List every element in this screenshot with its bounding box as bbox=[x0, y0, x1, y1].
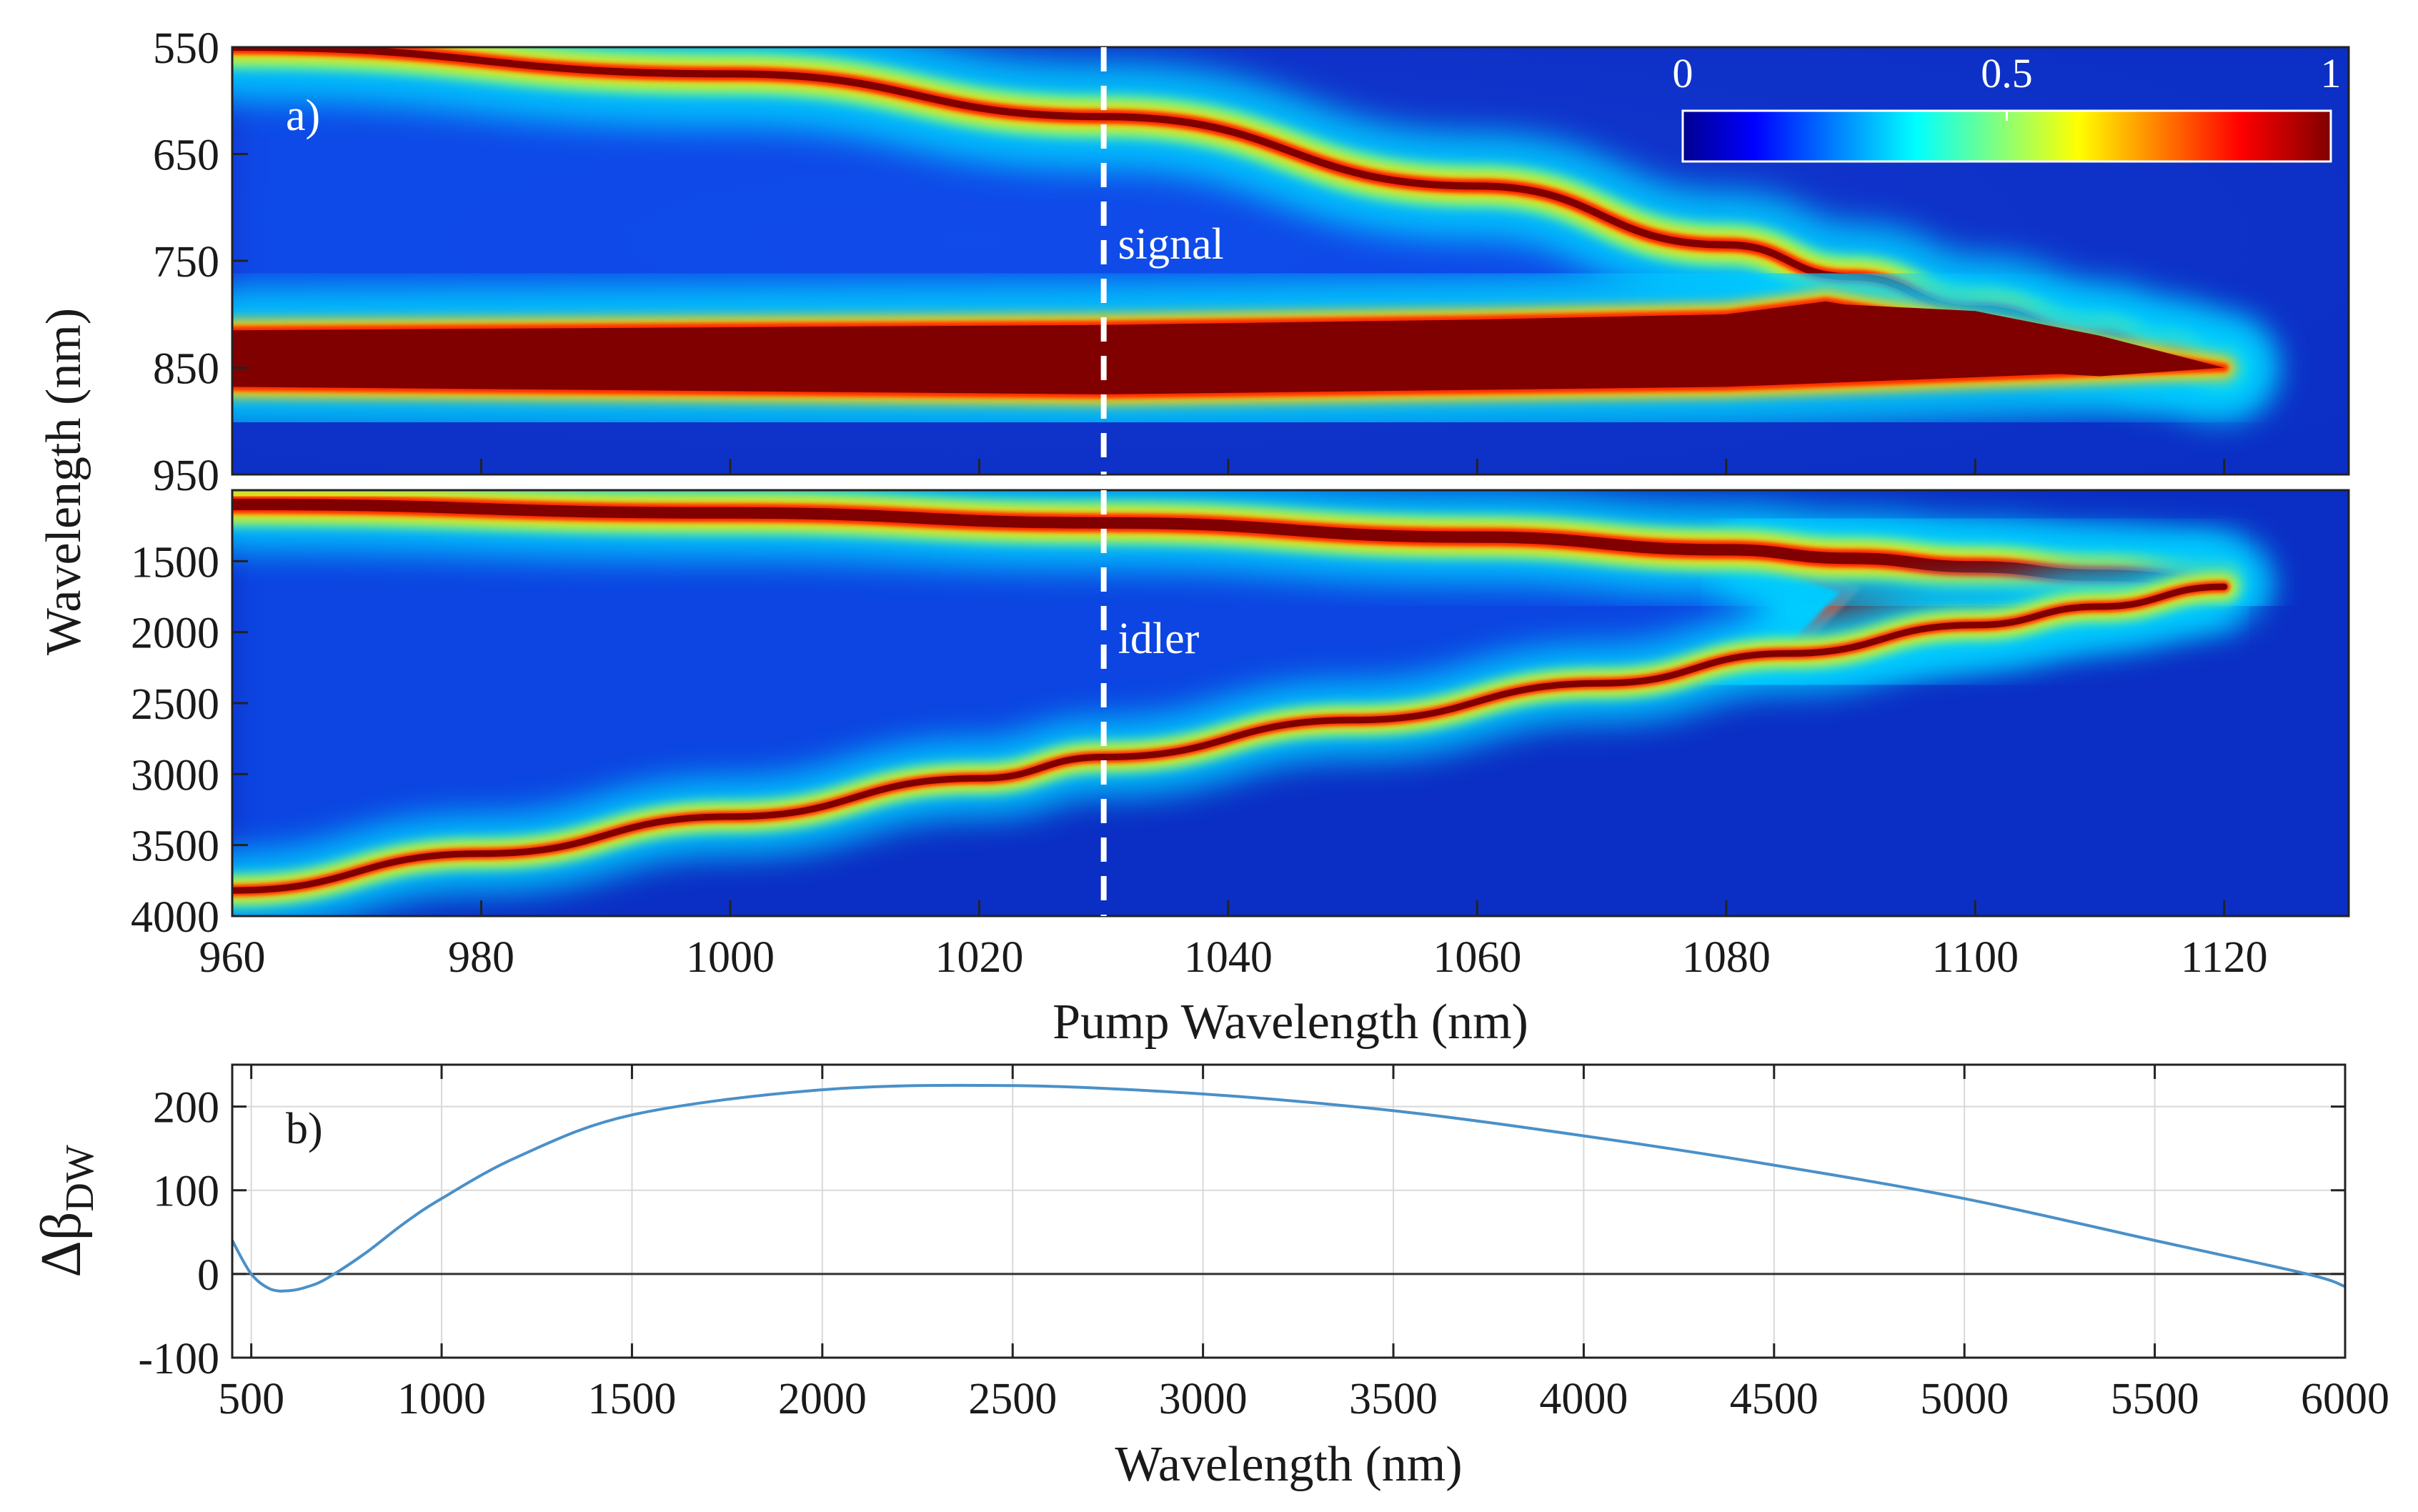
x-tick-label-b: 5500 bbox=[2111, 1375, 2199, 1423]
y-tick-label-b: 100 bbox=[153, 1168, 219, 1216]
x-tick-label-b: 4000 bbox=[1539, 1375, 1628, 1423]
colorbar-tick-label: 1 bbox=[2321, 50, 2342, 96]
y-tick-label-idler: 3500 bbox=[131, 822, 219, 871]
x-axis-label-b: Wavelength (nm) bbox=[1115, 1437, 1462, 1492]
x-tick-label: 1020 bbox=[935, 933, 1023, 982]
x-tick-label-b: 1000 bbox=[397, 1375, 486, 1423]
idler-annotation: idler bbox=[1118, 615, 1200, 663]
y-axis-label-b-subscript: DW bbox=[58, 1145, 102, 1211]
y-tick-label-signal: 950 bbox=[153, 452, 219, 500]
x-tick-label-b: 4500 bbox=[1730, 1375, 1819, 1423]
panel-label-b: b) bbox=[286, 1105, 323, 1153]
y-tick-label-b: 0 bbox=[197, 1251, 219, 1300]
x-tick-label-b: 500 bbox=[218, 1375, 284, 1423]
y-tick-label-signal: 550 bbox=[153, 24, 219, 73]
y-axis-label-b-main: Δβ bbox=[30, 1212, 93, 1278]
x-tick-label-b: 3000 bbox=[1159, 1375, 1248, 1423]
x-tick-label: 1080 bbox=[1682, 933, 1771, 982]
line-panel-b: 500 1000 1500 2000 2500 3000 3500 4000 4500 5000 5… bbox=[30, 1063, 2389, 1492]
y-tick-label-b: 200 bbox=[153, 1084, 219, 1133]
x-tick-label: 1000 bbox=[686, 933, 775, 982]
y-tick-label-idler: 2500 bbox=[131, 680, 219, 729]
idler-lower-branch-layer-4 bbox=[232, 583, 2228, 894]
y-tick-label-b: -100 bbox=[138, 1335, 219, 1383]
panel-b-frame bbox=[231, 1063, 2347, 1359]
x-tick-label-b: 1500 bbox=[587, 1375, 676, 1423]
x-tick-label-b: 5000 bbox=[1920, 1375, 2009, 1423]
x-tick-label: 980 bbox=[448, 933, 514, 982]
y-axis-label: Wavelength (nm) bbox=[36, 308, 91, 655]
idler-upper-branch-layer-4 bbox=[232, 498, 2230, 589]
x-tick-label: 1060 bbox=[1433, 933, 1521, 982]
x-axis-label: Pump Wavelength (nm) bbox=[1053, 995, 1528, 1050]
y-axis-label-b: ΔβDW bbox=[30, 1145, 102, 1278]
colorbar-tick-label: 0 bbox=[1673, 50, 1693, 96]
signal-wedge bbox=[1826, 303, 2224, 377]
x-tick-label: 1100 bbox=[1931, 933, 2019, 982]
delta-beta-line bbox=[231, 1083, 2346, 1293]
y-tick-label-signal: 650 bbox=[153, 131, 219, 180]
y-tick-label-signal: 850 bbox=[153, 345, 219, 394]
x-tick-label-b: 2000 bbox=[778, 1375, 867, 1423]
panel-label-a: a) bbox=[286, 91, 320, 140]
x-tick-label: 1040 bbox=[1184, 933, 1273, 982]
y-tick-label-idler: 2000 bbox=[131, 610, 219, 658]
y-tick-label-idler: 4000 bbox=[131, 893, 219, 942]
panel-b-background bbox=[232, 1065, 2345, 1358]
x-tick-label-b: 6000 bbox=[2301, 1375, 2389, 1423]
signal-annotation: signal bbox=[1118, 220, 1224, 269]
y-tick-label-idler: 3000 bbox=[131, 751, 219, 800]
x-tick-label-b: 3500 bbox=[1349, 1375, 1438, 1423]
y-tick-label-idler: 1500 bbox=[131, 538, 219, 587]
colorbar-tick-label: 0.5 bbox=[1981, 50, 2033, 96]
x-tick-label: 1120 bbox=[2181, 933, 2268, 982]
idler-heatmap bbox=[232, 490, 2349, 916]
signal-main-band-core bbox=[232, 301, 2224, 394]
x-tick-label-b: 2500 bbox=[968, 1375, 1057, 1423]
heatmap-panel-a: 960 980 1000 1020 1040 1060 1080 1100 1120 Pump W… bbox=[36, 24, 2350, 1050]
y-tick-label-signal: 750 bbox=[153, 238, 219, 287]
x-tick-label: 960 bbox=[199, 933, 266, 982]
